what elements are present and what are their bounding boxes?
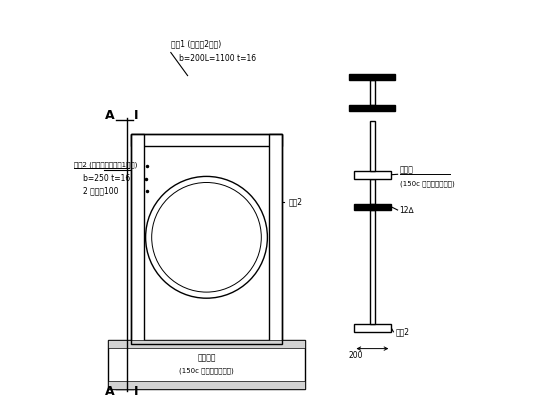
Text: I: I <box>134 385 139 398</box>
Text: 钉戦2: 钉戦2 <box>288 197 302 206</box>
Bar <box>370 178 375 204</box>
Bar <box>349 74 395 80</box>
Bar <box>131 134 144 344</box>
Text: (150c 型钉纵造工字形): (150c 型钉纵造工字形) <box>179 368 234 374</box>
Bar <box>108 340 305 348</box>
Text: 钉山板: 钉山板 <box>400 165 414 174</box>
Text: I: I <box>134 109 139 122</box>
Bar <box>370 210 375 324</box>
Text: b=200L=1100 t=16: b=200L=1100 t=16 <box>179 54 256 63</box>
Text: 钉戦2: 钉戦2 <box>395 327 409 336</box>
Text: 钉戦2 (与圆形键接条第1共用): 钉戦2 (与圆形键接条第1共用) <box>74 161 138 168</box>
Text: 2 块间距100: 2 块间距100 <box>83 186 118 195</box>
Bar <box>353 204 391 210</box>
Text: 12∆: 12∆ <box>400 205 414 215</box>
Bar <box>269 134 282 344</box>
Text: b=250 t=16: b=250 t=16 <box>83 174 130 183</box>
Bar <box>353 171 391 178</box>
Text: (150c 型钉纵造工字形): (150c 型钉纵造工字形) <box>400 181 455 187</box>
Bar <box>108 381 305 388</box>
Bar <box>370 121 375 171</box>
Bar <box>108 340 305 389</box>
Bar <box>353 324 391 332</box>
Text: A: A <box>105 109 115 122</box>
Circle shape <box>146 176 268 298</box>
Text: 纵时坤撞: 纵时坤撞 <box>197 354 216 362</box>
Text: A: A <box>105 385 115 398</box>
Text: 200: 200 <box>348 351 363 360</box>
Bar <box>131 134 282 344</box>
Text: 钉子管: 钉子管 <box>199 233 214 242</box>
Bar <box>131 134 282 146</box>
Bar <box>370 80 375 105</box>
Bar <box>349 105 395 111</box>
Text: 钉戦1 (与钉戦2共用): 钉戦1 (与钉戦2共用) <box>171 39 221 48</box>
